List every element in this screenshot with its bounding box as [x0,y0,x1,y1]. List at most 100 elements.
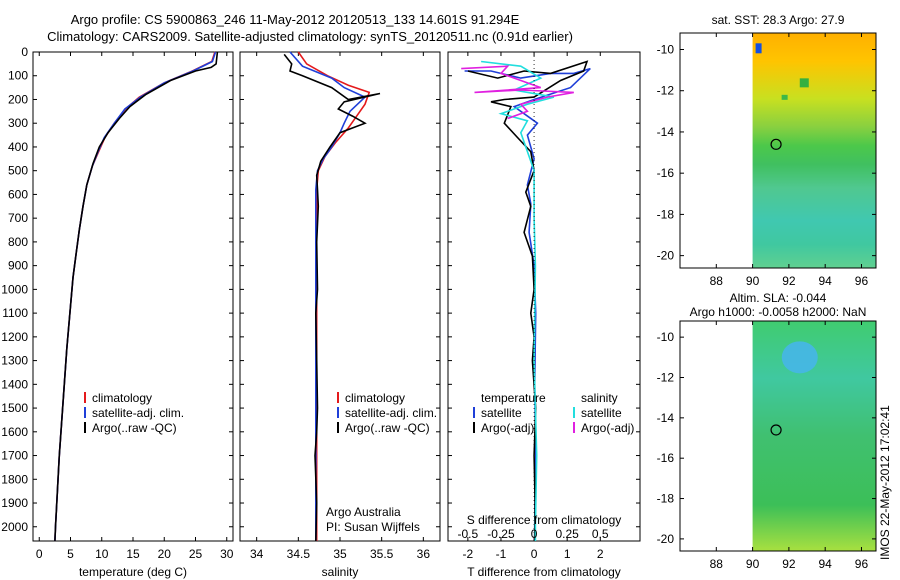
difference-series-t-argo-adj- [467,60,589,542]
temperature-legend-label: climatology [92,391,152,405]
temperature-ytick-label: 1900 [1,496,28,510]
salinity-legend-label: Argo(..raw -QC) [345,421,430,435]
temperature-ytick-label: 300 [8,116,28,130]
temperature-ytick-label: 1300 [1,354,28,368]
salinity-xlabel: salinity [322,565,359,579]
sst_map-xtick-label: 96 [855,274,869,288]
sla_map-xtick-label: 88 [710,557,724,571]
temperature-xtick-label: 30 [220,547,234,561]
sla_map-ytick-label: -10 [657,330,675,344]
difference-xtick-top-label: 0.5 [592,527,609,541]
sla_map-ytick-label: -16 [657,451,675,465]
temperature-legend-label: Argo(..raw -QC) [92,421,177,435]
salinity-xtick-label: 34 [250,547,264,561]
sla_map-xtick-label: 92 [782,557,796,571]
difference-xlabel-top: S difference from climatology [467,513,622,527]
temperature-xtick-label: 15 [126,547,140,561]
sla-map-title1: Altim. SLA: -0.044 [730,291,827,305]
sst_map-xtick-label: 92 [782,274,796,288]
salinity-xtick-label: 35 [333,547,347,561]
temperature-ytick-label: 1200 [1,330,28,344]
temperature-xtick-label: 25 [189,547,203,561]
figure-title-line1: Argo profile: CS 5900863_246 11-May-2012… [70,12,520,27]
sla-map-title2: Argo h1000: -0.0058 h2000: NaN [690,305,867,319]
temperature-xlabel: temperature (deg C) [79,565,187,579]
temperature-ytick-label: 0 [21,45,28,59]
sst_map-xtick-label: 94 [819,274,833,288]
difference-xtick-label: 0 [531,547,538,561]
difference-xtick-top-label: -0.5 [458,527,479,541]
temperature-profile-panel: 0 5 10 15 20 25 300100200300400500600700800900… [1,45,233,579]
sla_map-xtick-label: 94 [819,557,833,571]
credit-org: Argo Australia [326,505,401,519]
salinity-frame [239,51,441,542]
salinity-xtick-label: 34.5 [287,547,311,561]
difference-xtick-label: -1 [496,547,507,561]
difference-xtick-top-label: -0.25 [487,527,515,541]
temperature-ytick-label: 500 [8,164,28,178]
salinity-legend-label: satellite-adj. clim. [345,406,437,420]
salinity-profile-panel: 34 34.5 35 35.5 36 salinity climatologysatelli… [239,51,441,579]
difference-legend-title-s: salinity [581,391,618,405]
sst_map-ytick-label: -12 [657,84,675,98]
sst_map-ytick-label: -18 [657,207,675,221]
difference-xtick-label: -2 [463,547,474,561]
sla_map-argo-marker [770,424,782,436]
temperature-frame [32,51,234,542]
temperature-ytick-label: 800 [8,235,28,249]
salinity-series-argo-raw-qc- [283,53,381,542]
temperature-ytick-label: 2000 [1,520,28,534]
difference-series-t-satellite [464,67,591,541]
sst-map-title: sat. SST: 28.3 Argo: 27.9 [712,13,845,27]
sst-field-patch [781,94,788,100]
temperature-ytick-label: 1800 [1,472,28,486]
difference-frame [447,51,641,542]
sla-field-eddy [781,341,818,374]
salinity-xtick-label: 35.5 [370,547,394,561]
temperature-ytick-label: 200 [8,92,28,106]
temperature-xtick-label: 5 [67,547,74,561]
sla_map-ytick-label: -18 [657,492,675,506]
difference-xtick-label: 1 [564,547,571,561]
temperature-series-argo-raw-qc- [54,51,219,542]
sst-field-cool-patch [755,43,762,54]
difference-series-s-argo-adj- [461,65,574,120]
timestamp-stamp: IMOS 22-May-2012 17:02:41 [878,405,892,560]
temperature-ytick-label: 100 [8,69,28,83]
sst_map-ytick-label: -20 [657,249,675,263]
temperature-xtick-label: 0 [36,547,43,561]
sla_map-ytick-label: -12 [657,370,675,384]
credit-pi: PI: Susan Wijffels [326,520,420,534]
sla-map-panel: 88 90 92 94 96 -10 -12 -14 -16 -18 -20 Altim. SLA: … [657,291,877,571]
difference-profile-panel: -2 -1 0 1 2 T difference from climatology S di… [447,51,641,579]
salinity-xtick-label: 36 [417,547,431,561]
temperature-legend-label: satellite-adj. clim. [92,406,184,420]
difference-legend-title-t: temperature [481,391,546,405]
sla_map-ytick-label: -14 [657,411,675,425]
sla_map-xtick-label: 90 [746,557,760,571]
temperature-ytick-label: 900 [8,259,28,273]
sla_map-frame [679,320,877,552]
sla_map-xtick-label: 96 [855,557,869,571]
figure-title-line2: Climatology: CARS2009. Satellite-adjuste… [47,29,573,44]
sst-map-panel: 88 90 92 94 96 -10 -12 -14 -16 -18 -20 sat. SST: 28… [657,13,877,288]
difference-t-legend-label: satellite [481,406,522,420]
sst_map-frame [679,32,877,269]
difference-s-legend-label: satellite [581,406,622,420]
salinity-legend-label: climatology [345,391,405,405]
sst_map-xtick-label: 90 [746,274,760,288]
temperature-ytick-label: 1600 [1,425,28,439]
temperature-ytick-label: 1000 [1,282,28,296]
sst_map-argo-marker [770,138,782,150]
sla_map-ytick-label: -20 [657,532,675,546]
temperature-xtick-label: 10 [95,547,109,561]
temperature-ytick-label: 400 [8,140,28,154]
difference-xtick-top-label: 0.25 [555,527,579,541]
sst_map-ytick-label: -16 [657,166,675,180]
difference-t-legend-label: Argo(-adj) [481,421,534,435]
temperature-ytick-label: 1500 [1,401,28,415]
difference-xlabel: T difference from climatology [467,565,621,579]
difference-s-legend-label: Argo(-adj) [581,421,634,435]
temperature-xtick-label: 20 [158,547,172,561]
